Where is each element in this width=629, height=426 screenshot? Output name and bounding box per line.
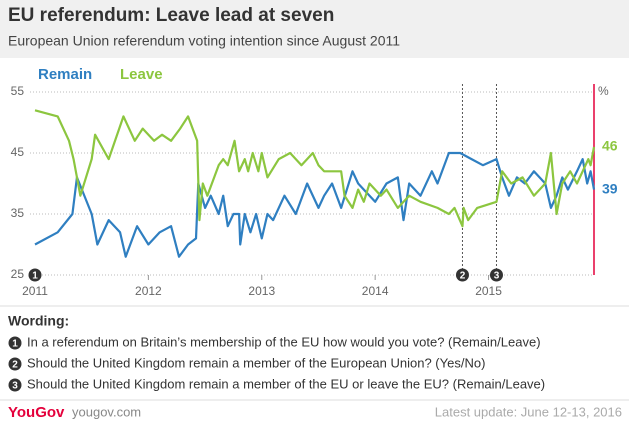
marker-circle xyxy=(455,268,469,282)
note-number: 1 xyxy=(12,339,18,350)
wording-heading: Wording: xyxy=(8,313,69,329)
note-circle xyxy=(8,378,22,392)
x-tick-label: 2015 xyxy=(475,284,502,298)
marker-label: 1 xyxy=(32,271,38,282)
y-tick-label: 35 xyxy=(11,206,25,220)
legend-entry: Leave xyxy=(120,66,163,83)
series-line xyxy=(34,151,596,258)
x-tick-label: 2012 xyxy=(135,284,162,298)
y-tick-label: 25 xyxy=(11,267,25,281)
end-label: 39 xyxy=(602,180,618,196)
note-text: Should the United Kingdom remain a membe… xyxy=(27,376,545,391)
x-tick-label: 2013 xyxy=(248,284,275,298)
marker-label: 2 xyxy=(460,271,466,282)
x-tick-label: 2014 xyxy=(362,284,389,298)
series-line xyxy=(34,109,596,228)
chart-title: EU referendum: Leave lead at seven xyxy=(8,5,334,26)
note-text: In a referendum on Britain’s membership … xyxy=(27,334,541,349)
note-circle xyxy=(8,357,22,371)
chart-subtitle: European Union referendum voting intenti… xyxy=(8,33,400,49)
y-tick-label: 55 xyxy=(11,84,25,98)
note-circle xyxy=(8,336,22,350)
site: yougov.com xyxy=(72,404,141,419)
note-text: Should the United Kingdom remain a membe… xyxy=(27,355,485,370)
note-number: 2 xyxy=(12,360,18,371)
unit-label: % xyxy=(598,84,609,98)
y-tick-label: 45 xyxy=(11,145,25,159)
end-label: 46 xyxy=(602,138,618,154)
marker-circle xyxy=(489,268,503,282)
header-band xyxy=(0,0,629,58)
brand: YouGov xyxy=(8,404,65,421)
update: Latest update: June 12-13, 2016 xyxy=(435,404,622,419)
x-tick-label: 2011 xyxy=(22,284,48,298)
marker-circle xyxy=(28,268,42,282)
legend-entry: Remain xyxy=(38,66,92,83)
marker-label: 3 xyxy=(494,271,500,282)
note-number: 3 xyxy=(12,381,18,392)
